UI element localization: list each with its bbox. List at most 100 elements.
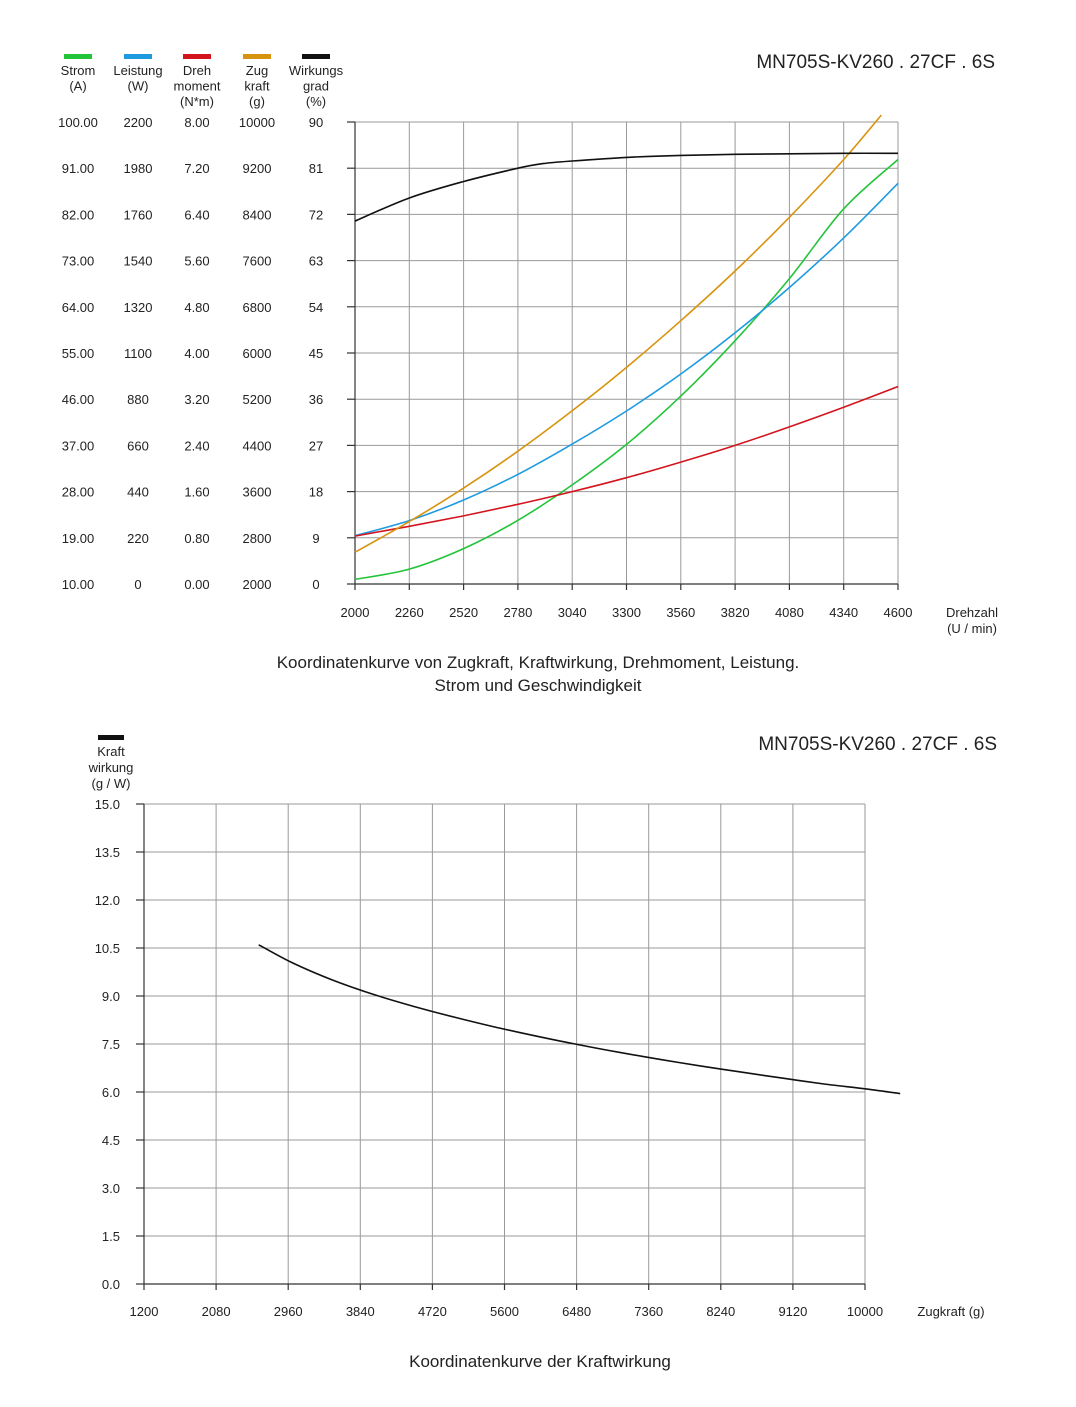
chart1-y-tick-label-wirkungsgrad: 0 — [312, 577, 319, 592]
chart2-series-line-kraftwirkung — [258, 944, 901, 1095]
chart1-y-tick-label-strom: 82.00 — [62, 207, 95, 222]
chart1-y-tick-label-zugkraft: 9200 — [243, 161, 272, 176]
chart1-y-tick-label-leistung: 1980 — [124, 161, 153, 176]
chart1-axis-header-zugkraft: (g) — [249, 94, 265, 109]
chart1-series-line-zugkraft — [354, 114, 882, 553]
chart2-y-tick-label: 7.5 — [102, 1037, 120, 1052]
chart1-x-tick-label: 2000 — [341, 605, 370, 620]
chart1-y-tick-label-strom: 55.00 — [62, 346, 95, 361]
chart2: MN705S-KV260 . 27CF . 6S Kraft wirkung (… — [88, 734, 997, 1371]
chart1-series-line-leistung — [354, 182, 899, 537]
chart1-y-tick-label-strom: 28.00 — [62, 485, 95, 500]
chart1-y-tick-label-leistung: 660 — [127, 438, 149, 453]
chart1-axis-header-strom: Strom — [61, 63, 96, 78]
chart2-x-tick-label: 10000 — [847, 1304, 883, 1319]
chart1-y-tick-label-leistung: 0 — [134, 577, 141, 592]
chart1-axis-header-zugkraft: Zug — [246, 63, 268, 78]
chart1-y-tick-label-strom: 91.00 — [62, 161, 95, 176]
chart2-y-tick-label: 13.5 — [95, 845, 120, 860]
chart1-y-tick-label-leistung: 2200 — [124, 115, 153, 130]
chart1-y-tick-label-strom: 46.00 — [62, 392, 95, 407]
chart1-y-tick-label-wirkungsgrad: 72 — [309, 207, 323, 222]
chart1-series-line-wirkungsgrad — [354, 152, 899, 222]
chart1-y-tick-label-leistung: 1760 — [124, 207, 153, 222]
chart1-legend-swatch-zugkraft — [243, 54, 271, 59]
chart1-y-tick-label-leistung: 220 — [127, 531, 149, 546]
chart1-y-tick-label-strom: 64.00 — [62, 300, 95, 315]
chart1-y-tick-label-zugkraft: 2800 — [243, 531, 272, 546]
chart2-x-tick-label: 9120 — [778, 1304, 807, 1319]
chart1-x-tick-label: 3300 — [612, 605, 641, 620]
chart1-y-tick-label-drehmoment: 5.60 — [184, 254, 209, 269]
chart1-axis-header-leistung: Leistung — [113, 63, 162, 78]
chart1-y-tick-label-wirkungsgrad: 90 — [309, 115, 323, 130]
chart2-x-tick-label: 7360 — [634, 1304, 663, 1319]
chart1-y-tick-label-drehmoment: 6.40 — [184, 207, 209, 222]
chart1-axis-header-drehmoment: (N*m) — [180, 94, 214, 109]
chart1-y-tick-label-strom: 19.00 — [62, 531, 95, 546]
chart1-y-tick-label-drehmoment: 1.60 — [184, 485, 209, 500]
chart2-y-tick-label: 12.0 — [95, 893, 120, 908]
chart1-y-tick-label-drehmoment: 0.80 — [184, 531, 209, 546]
chart2-x-tick-label: 3840 — [346, 1304, 375, 1319]
chart1-caption-line1: Koordinatenkurve von Zugkraft, Kraftwirk… — [277, 653, 800, 672]
chart1-x-tick-label: 4600 — [884, 605, 913, 620]
chart1-y-tick-label-drehmoment: 4.00 — [184, 346, 209, 361]
chart1-axis-header-drehmoment: moment — [174, 79, 221, 94]
chart1-x-tick-label: 2520 — [449, 605, 478, 620]
chart2-y-tick-label: 6.0 — [102, 1085, 120, 1100]
chart1-y-tick-label-zugkraft: 4400 — [243, 438, 272, 453]
chart2-x-tick-label: 5600 — [490, 1304, 519, 1319]
chart1-axis-headers: Strom(A) Leistung(W) Drehmoment(N*m) Zugkra… — [61, 54, 344, 109]
chart2-model-title: MN705S-KV260 . 27CF . 6S — [758, 734, 997, 755]
chart1-series — [354, 114, 899, 581]
chart1-x-label-line1: Drehzahl — [946, 605, 998, 620]
chart1-axis-header-wirkungsgrad: Wirkungs — [289, 63, 344, 78]
chart2-x-tick-label: 1200 — [130, 1304, 159, 1319]
chart1-y-tick-label-leistung: 880 — [127, 392, 149, 407]
chart1-y-tick-label-zugkraft: 8400 — [243, 207, 272, 222]
chart1-caption-line2: Strom und Geschwindigkeit — [435, 676, 642, 695]
chart1-y-tick-label-zugkraft: 10000 — [239, 115, 275, 130]
chart1-legend-swatch-wirkungsgrad — [302, 54, 330, 59]
chart1-y-tick-label-strom: 37.00 — [62, 438, 95, 453]
chart1-y-tick-label-drehmoment: 0.00 — [184, 577, 209, 592]
chart1-legend-swatch-leistung — [124, 54, 152, 59]
chart1-y-tick-labels: 100.00 91.00 82.00 73.00 64.00 55.00 46.00 37.0… — [58, 115, 323, 592]
chart2-y-label-line3: (g / W) — [92, 776, 131, 791]
chart1-x-tick-label: 3820 — [721, 605, 750, 620]
chart1-y-tick-label-zugkraft: 7600 — [243, 254, 272, 269]
chart1-y-tick-label-wirkungsgrad: 81 — [309, 161, 323, 176]
chart2-series — [258, 944, 901, 1095]
chart2-legend-swatch — [98, 735, 124, 740]
chart2-x-tick-label: 2960 — [274, 1304, 303, 1319]
chart2-grid — [136, 803, 866, 1290]
chart2-y-tick-label: 10.5 — [95, 941, 120, 956]
chart2-x-tick-label: 8240 — [706, 1304, 735, 1319]
chart1: MN705S-KV260 . 27CF . 6S Strom(A) Leistun… — [58, 52, 998, 695]
chart1-y-tick-label-drehmoment: 8.00 — [184, 115, 209, 130]
chart1-axis-header-drehmoment: Dreh — [183, 63, 211, 78]
chart2-y-tick-label: 15.0 — [95, 797, 120, 812]
chart1-y-tick-label-leistung: 440 — [127, 485, 149, 500]
chart1-x-tick-label: 2260 — [395, 605, 424, 620]
chart1-y-tick-label-strom: 73.00 — [62, 254, 95, 269]
chart1-model-title: MN705S-KV260 . 27CF . 6S — [756, 52, 995, 73]
chart1-x-tick-label: 3040 — [558, 605, 587, 620]
chart1-y-tick-label-wirkungsgrad: 54 — [309, 300, 323, 315]
chart1-legend-swatch-drehmoment — [183, 54, 211, 59]
chart2-y-label-line1: Kraft — [97, 744, 125, 759]
chart2-y-tick-labels: 15.0 13.5 12.0 10.5 9.0 7.5 6.0 4.5 3.0 1.5 0.0 — [95, 797, 120, 1292]
chart2-y-label-line2: wirkung — [88, 760, 134, 775]
chart1-axis-header-zugkraft: kraft — [244, 79, 270, 94]
chart1-y-tick-label-strom: 10.00 — [62, 577, 95, 592]
chart1-y-tick-label-zugkraft: 5200 — [243, 392, 272, 407]
chart2-caption: Koordinatenkurve der Kraftwirkung — [409, 1352, 671, 1371]
chart2-x-label: Zugkraft (g) — [917, 1304, 984, 1319]
chart2-x-tick-labels: 1200 2080 2960 3840 4720 5600 6480 7360 8240 9120… — [130, 1304, 884, 1319]
chart1-y-tick-label-wirkungsgrad: 63 — [309, 254, 323, 269]
chart1-y-tick-label-drehmoment: 7.20 — [184, 161, 209, 176]
chart1-axis-header-strom: (A) — [69, 79, 86, 94]
chart1-axis-header-leistung: (W) — [128, 79, 149, 94]
chart1-x-tick-label: 3560 — [666, 605, 695, 620]
